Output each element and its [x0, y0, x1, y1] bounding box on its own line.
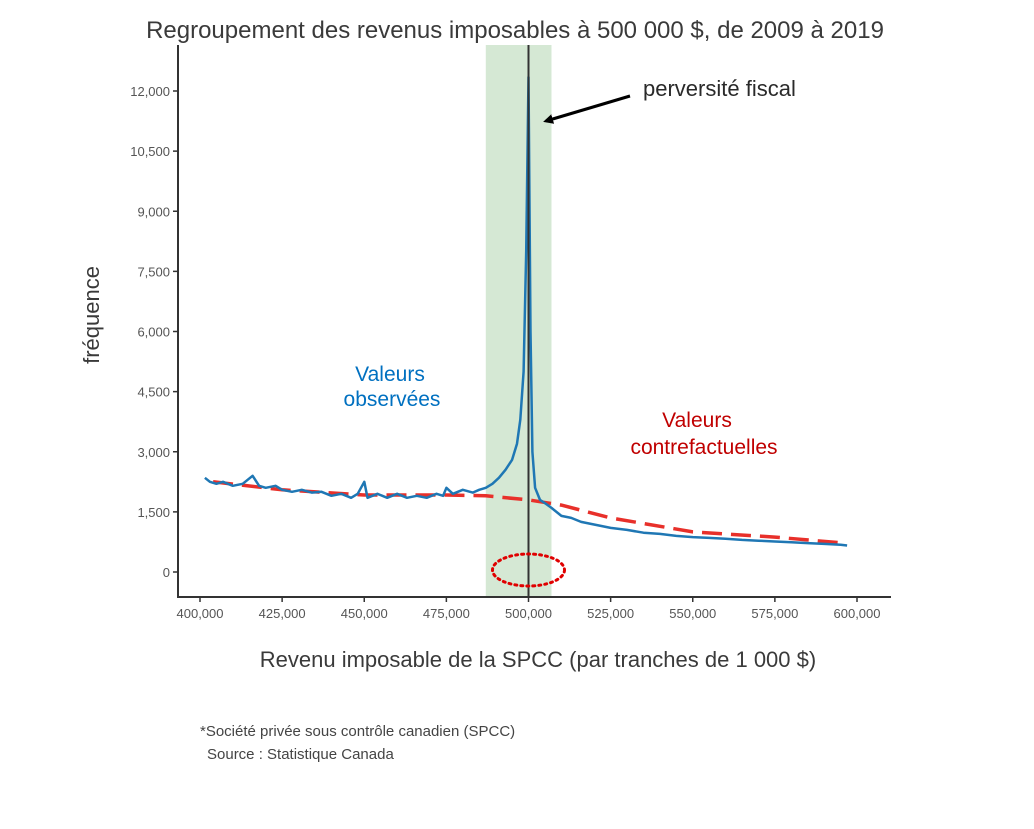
x-tick-label: 450,000: [341, 606, 388, 621]
x-tick-label: 550,000: [669, 606, 716, 621]
highlight-ellipse: [491, 552, 566, 588]
y-tick-label: 12,000: [130, 84, 170, 99]
y-tick-label: 3,000: [137, 445, 170, 460]
x-axis-label: Revenu imposable de la SPCC (par tranche…: [260, 647, 816, 672]
chart-title: Regroupement des revenus imposables à 50…: [146, 17, 884, 44]
observed-series-line: [204, 75, 848, 547]
y-axis-ticks: 0 1,500 3,000 4,500 6,000 7,500 9,000 10,500 12,…: [130, 84, 178, 580]
y-tick-label: 9,000: [137, 204, 170, 219]
observed-label-line2: observées: [344, 388, 441, 411]
x-tick-label: 500,000: [505, 606, 552, 621]
y-tick-label: 4,500: [137, 385, 170, 400]
shaded-region: [485, 45, 552, 597]
y-tick-label: 6,000: [137, 325, 170, 340]
x-tick-label: 475,000: [423, 606, 470, 621]
y-tick-label: 10,500: [130, 144, 170, 159]
y-axis-label: fréquence: [79, 266, 104, 364]
counterfactual-label-line2: contrefactuelles: [630, 436, 777, 459]
annotation-perversite: perversité fiscal: [643, 76, 796, 101]
x-tick-label: 600,000: [834, 606, 881, 621]
annotation-arrow-icon: [543, 94, 631, 124]
y-tick-label: 0: [163, 565, 170, 580]
x-tick-label: 525,000: [587, 606, 634, 621]
counterfactual-series-line: [212, 480, 845, 545]
x-tick-label: 400,000: [177, 606, 224, 621]
x-tick-label: 425,000: [259, 606, 306, 621]
y-tick-label: 1,500: [137, 505, 170, 520]
footnote-line1: *Société privée sous contrôle canadien (…: [200, 723, 515, 740]
y-tick-label: 7,500: [137, 264, 170, 279]
footnote-line2: Source : Statistique Canada: [207, 746, 394, 763]
observed-label-line1: Valeurs: [355, 363, 425, 386]
counterfactual-label-line1: Valeurs: [662, 409, 732, 432]
x-axis-ticks: 400,000 425,000 450,000 475,000 500,000 525,0…: [177, 597, 881, 621]
x-tick-label: 575,000: [751, 606, 798, 621]
